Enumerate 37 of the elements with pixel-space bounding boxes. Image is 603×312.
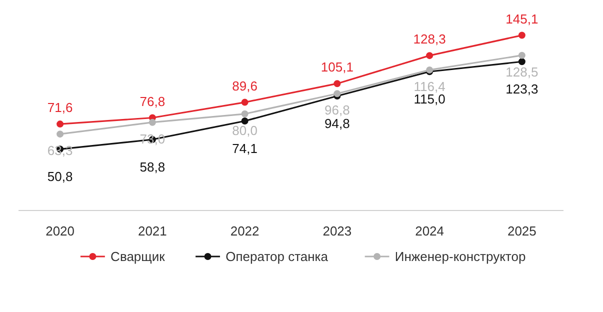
x-tick-label: 2024 [415, 224, 444, 238]
point [518, 52, 526, 59]
data-label: 89,6 [232, 78, 258, 94]
data-label: 128,5 [506, 64, 538, 80]
data-label: 123,3 [506, 82, 538, 97]
point [426, 52, 434, 60]
legend-label: Сварщик [110, 249, 166, 264]
data-label: 116,4 [414, 78, 446, 94]
x-tick-label: 2021 [138, 224, 167, 238]
point [241, 98, 248, 106]
data-label: 145,1 [506, 11, 538, 26]
data-label: 80,0 [232, 122, 258, 138]
data-label: 71,6 [47, 100, 73, 116]
point [241, 110, 248, 118]
legend-label: Инженер-конструктор [394, 249, 526, 264]
data-label: 76,8 [140, 94, 166, 109]
data-label: 128,3 [413, 32, 446, 47]
point [241, 118, 248, 125]
data-label: 50,8 [47, 169, 73, 184]
x-tick-label: 2025 [507, 224, 536, 238]
data-label: 96,8 [324, 102, 350, 118]
data-label: 58,8 [140, 159, 166, 174]
point [518, 58, 526, 66]
x-tick-label: 2023 [322, 224, 352, 238]
point [518, 32, 526, 39]
data-label: 105,1 [320, 60, 354, 75]
legend-label: Оператор станка [226, 249, 329, 264]
point [56, 120, 64, 128]
point [148, 118, 156, 126]
data-label: 115,0 [414, 92, 446, 107]
x-tick-label: 2020 [46, 224, 75, 238]
point [56, 130, 64, 138]
data-label: 74,1 [232, 141, 258, 156]
data-label: 94,8 [324, 116, 350, 132]
point [334, 90, 341, 98]
point [334, 80, 341, 88]
x-tick-label: 2022 [230, 224, 260, 238]
